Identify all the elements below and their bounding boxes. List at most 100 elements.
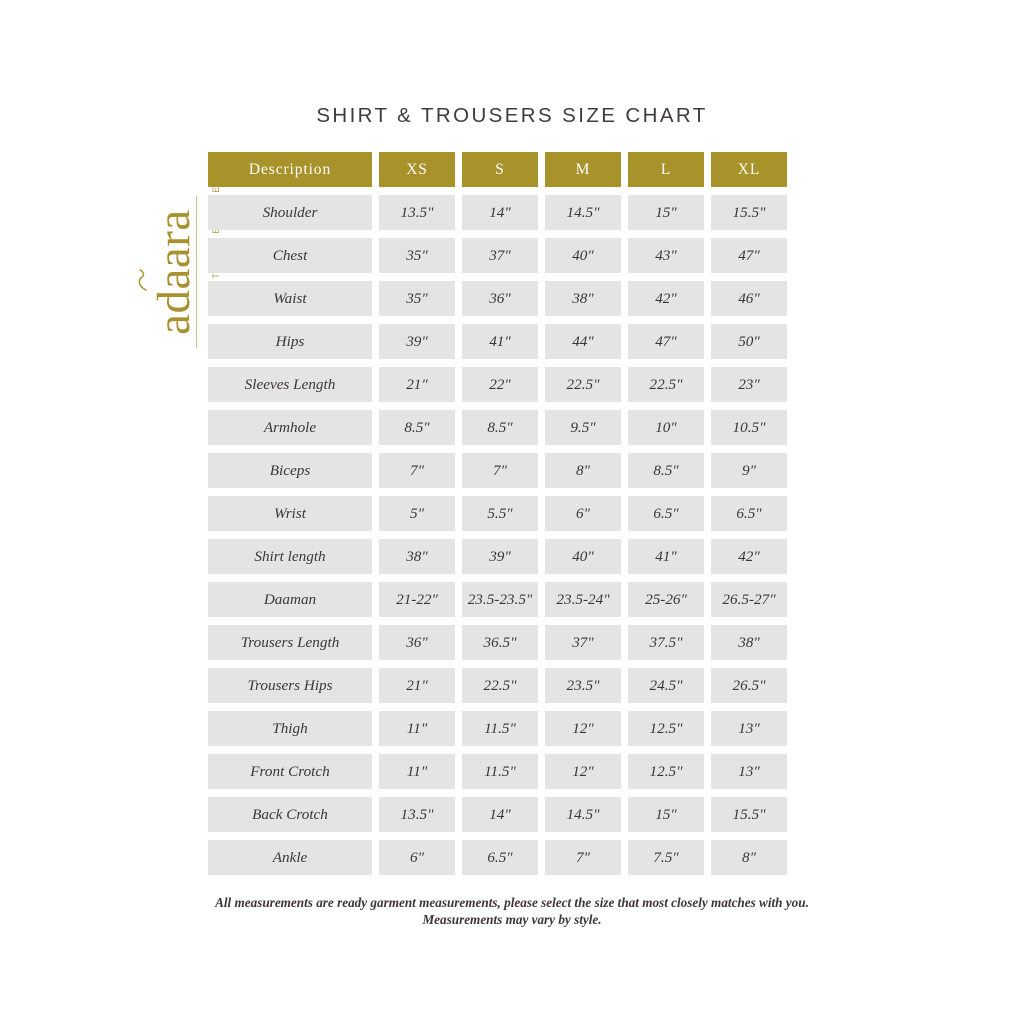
measurement-cell-xl: 9" <box>711 453 787 488</box>
measurement-cell-m: 14.5" <box>545 797 621 832</box>
measurement-cell-xl: 13" <box>711 754 787 789</box>
measurement-cell-s: 7" <box>462 453 538 488</box>
table-row: Ankle 6" 6.5" 7" 7.5" 8" <box>208 840 804 875</box>
brand-wordmark: adaara <box>147 209 200 335</box>
measurement-cell-xs: 39" <box>379 324 455 359</box>
measurement-cell-s: 36.5" <box>462 625 538 660</box>
measurement-cell-xl: 15.5" <box>711 797 787 832</box>
measurement-cell-s: 39" <box>462 539 538 574</box>
column-header-s: S <box>462 152 538 187</box>
measurement-cell-m: 22.5" <box>545 367 621 402</box>
table-header-row: Description XS S M L XL <box>208 152 804 187</box>
measurement-cell-l: 15" <box>628 797 704 832</box>
measurement-disclaimer: All measurements are ready garment measu… <box>215 895 809 928</box>
measurement-cell-l: 7.5" <box>628 840 704 875</box>
table-row: Shirt length 38" 39" 40" 41" 42" <box>208 539 804 574</box>
measurement-cell-l: 47" <box>628 324 704 359</box>
table-row: Trousers Length 36" 36.5" 37" 37.5" 38" <box>208 625 804 660</box>
measurement-cell-xs: 7" <box>379 453 455 488</box>
row-label: Front Crotch <box>208 754 372 789</box>
measurement-cell-s: 14" <box>462 797 538 832</box>
page-title: SHIRT & TROUSERS SIZE CHART <box>316 104 708 127</box>
size-chart-table: Description XS S M L XL Shoulder 13.5" 14"… <box>208 152 804 883</box>
measurement-cell-xl: 8" <box>711 840 787 875</box>
row-label: Shoulder <box>208 195 372 230</box>
column-header-xs: XS <box>379 152 455 187</box>
row-label: Thigh <box>208 711 372 746</box>
table-row: Shoulder 13.5" 14" 14.5" 15" 15.5" <box>208 195 804 230</box>
measurement-cell-l: 15" <box>628 195 704 230</box>
measurement-cell-xs: 21" <box>379 367 455 402</box>
measurement-cell-l: 24.5" <box>628 668 704 703</box>
table-body: Shoulder 13.5" 14" 14.5" 15" 15.5" Chest 35" 37"… <box>208 195 804 875</box>
measurement-cell-l: 12.5" <box>628 711 704 746</box>
measurement-cell-xs: 21-22" <box>379 582 455 617</box>
table-row: Armhole 8.5" 8.5" 9.5" 10" 10.5" <box>208 410 804 445</box>
measurement-cell-l: 42" <box>628 281 704 316</box>
brand-flourish-icon <box>138 269 147 291</box>
row-label: Hips <box>208 324 372 359</box>
measurement-cell-m: 6" <box>545 496 621 531</box>
row-label: Waist <box>208 281 372 316</box>
measurement-cell-xl: 38" <box>711 625 787 660</box>
measurement-cell-xs: 5" <box>379 496 455 531</box>
brand-divider-rule <box>196 196 197 348</box>
row-label: Sleeves Length <box>208 367 372 402</box>
table-row: Sleeves Length 21" 22" 22.5" 22.5" 23" <box>208 367 804 402</box>
measurement-cell-xl: 23" <box>711 367 787 402</box>
measurement-cell-m: 8" <box>545 453 621 488</box>
measurement-cell-m: 44" <box>545 324 621 359</box>
row-label: Armhole <box>208 410 372 445</box>
row-label: Biceps <box>208 453 372 488</box>
measurement-cell-s: 36" <box>462 281 538 316</box>
measurement-cell-l: 37.5" <box>628 625 704 660</box>
measurement-cell-xs: 8.5" <box>379 410 455 445</box>
measurement-cell-s: 41" <box>462 324 538 359</box>
measurement-cell-s: 5.5" <box>462 496 538 531</box>
measurement-cell-xs: 13.5" <box>379 797 455 832</box>
measurement-cell-m: 9.5" <box>545 410 621 445</box>
measurement-cell-s: 6.5" <box>462 840 538 875</box>
row-label: Wrist <box>208 496 372 531</box>
brand-wordmark-container: adaara <box>138 170 202 374</box>
measurement-cell-xs: 21" <box>379 668 455 703</box>
measurement-cell-xl: 46" <box>711 281 787 316</box>
row-label: Chest <box>208 238 372 273</box>
measurement-cell-xs: 11" <box>379 754 455 789</box>
measurement-cell-xs: 35" <box>379 238 455 273</box>
measurement-cell-xl: 10.5" <box>711 410 787 445</box>
measurement-cell-xs: 11" <box>379 711 455 746</box>
row-label: Trousers Hips <box>208 668 372 703</box>
table-row: Thigh 11" 11.5" 12" 12.5" 13" <box>208 711 804 746</box>
measurement-cell-xs: 38" <box>379 539 455 574</box>
measurement-cell-m: 40" <box>545 238 621 273</box>
measurement-cell-xs: 35" <box>379 281 455 316</box>
measurement-cell-l: 25-26" <box>628 582 704 617</box>
measurement-cell-m: 12" <box>545 754 621 789</box>
measurement-cell-m: 7" <box>545 840 621 875</box>
measurement-cell-s: 37" <box>462 238 538 273</box>
measurement-cell-m: 14.5" <box>545 195 621 230</box>
measurement-cell-xl: 42" <box>711 539 787 574</box>
measurement-cell-l: 22.5" <box>628 367 704 402</box>
measurement-cell-s: 14" <box>462 195 538 230</box>
measurement-cell-m: 40" <box>545 539 621 574</box>
measurement-cell-m: 23.5" <box>545 668 621 703</box>
table-row: Biceps 7" 7" 8" 8.5" 9" <box>208 453 804 488</box>
measurement-cell-m: 37" <box>545 625 621 660</box>
column-header-description: Description <box>208 152 372 187</box>
table-row: Wrist 5" 5.5" 6" 6.5" 6.5" <box>208 496 804 531</box>
measurement-cell-xl: 50" <box>711 324 787 359</box>
table-row: Back Crotch 13.5" 14" 14.5" 15" 15.5" <box>208 797 804 832</box>
table-row: Hips 39" 41" 44" 47" 50" <box>208 324 804 359</box>
table-row: Chest 35" 37" 40" 43" 47" <box>208 238 804 273</box>
measurement-cell-s: 22.5" <box>462 668 538 703</box>
measurement-cell-s: 11.5" <box>462 711 538 746</box>
measurement-cell-xs: 36" <box>379 625 455 660</box>
row-label: Trousers Length <box>208 625 372 660</box>
measurement-cell-xl: 13" <box>711 711 787 746</box>
measurement-cell-s: 22" <box>462 367 538 402</box>
measurement-cell-l: 43" <box>628 238 704 273</box>
column-header-l: L <box>628 152 704 187</box>
